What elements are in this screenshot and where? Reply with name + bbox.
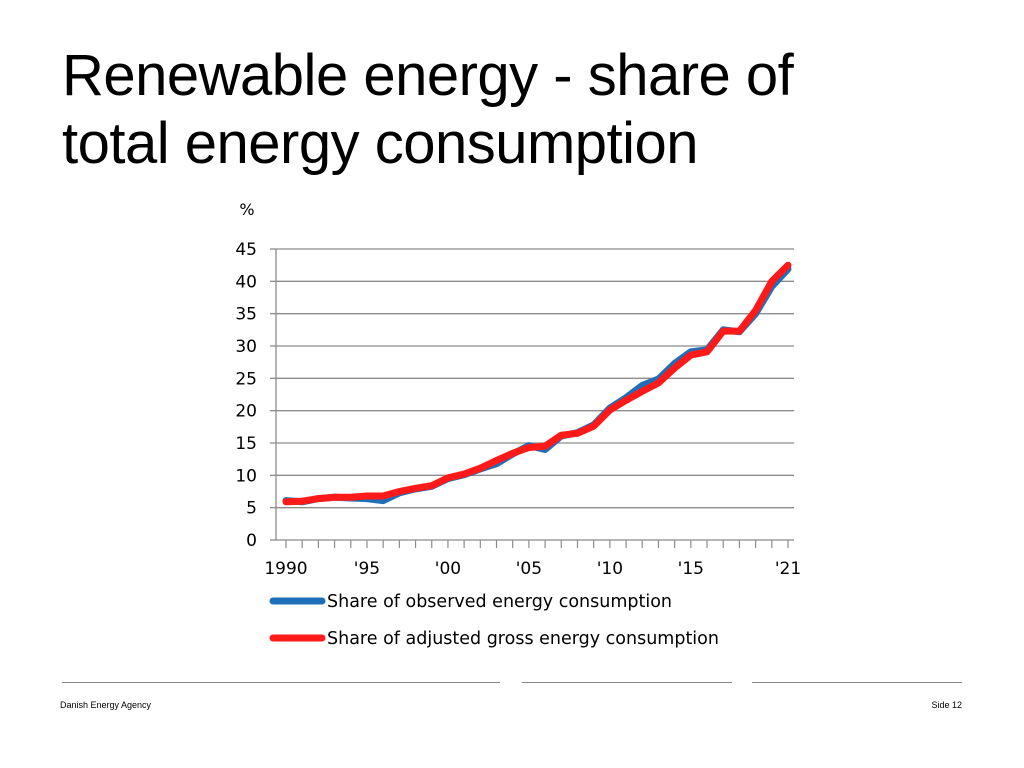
adjusted-consumption-line — [282, 261, 792, 506]
y-tick-label: 30 — [235, 337, 257, 357]
chart-tick-labels: % 0 5 10 15 20 25 30 35 40 45 1990 '95 '00 '05 '10 '15 '2… — [235, 200, 801, 579]
x-tick-label: '15 — [678, 559, 704, 579]
y-tick-label: 35 — [235, 305, 257, 325]
y-tick-label: 45 — [235, 240, 257, 260]
footer-organization: Danish Energy Agency — [60, 700, 152, 710]
chart-legend: Share of observed energy consumption Shar… — [269, 592, 719, 649]
legend-label: Share of observed energy consumption — [327, 592, 672, 612]
footer-rule-middle — [522, 682, 732, 683]
observed-consumption-line — [282, 265, 792, 506]
y-tick-label: 15 — [235, 434, 257, 454]
y-axis-unit-label: % — [239, 200, 254, 219]
y-tick-label: 20 — [235, 402, 257, 422]
slide-title-line-1: Renewable energy - share of — [62, 43, 794, 108]
y-tick-label: 40 — [235, 272, 257, 292]
chart-axes — [270, 248, 794, 548]
legend-label: Share of adjusted gross energy consumpti… — [327, 629, 719, 649]
y-tick-label: 10 — [235, 466, 257, 486]
x-tick-label: '10 — [597, 559, 623, 579]
footer-rule-right — [752, 682, 962, 683]
y-tick-label: 25 — [235, 369, 257, 389]
y-tick-label: 0 — [246, 531, 257, 551]
x-tick-label: '95 — [354, 559, 380, 579]
slide-title: Renewable energy - share of total energy… — [62, 42, 982, 178]
x-tick-label: 1990 — [264, 559, 307, 579]
chart-series — [282, 261, 792, 506]
x-tick-label: '05 — [516, 559, 542, 579]
y-tick-label: 5 — [246, 499, 257, 519]
footer-rule-left — [62, 682, 500, 683]
x-tick-label: '00 — [435, 559, 461, 579]
x-tick-label: '21 — [775, 559, 801, 579]
slide-title-line-2: total energy consumption — [62, 111, 699, 176]
chart-gridlines — [276, 248, 794, 509]
footer-page-number: Side 12 — [931, 700, 962, 710]
